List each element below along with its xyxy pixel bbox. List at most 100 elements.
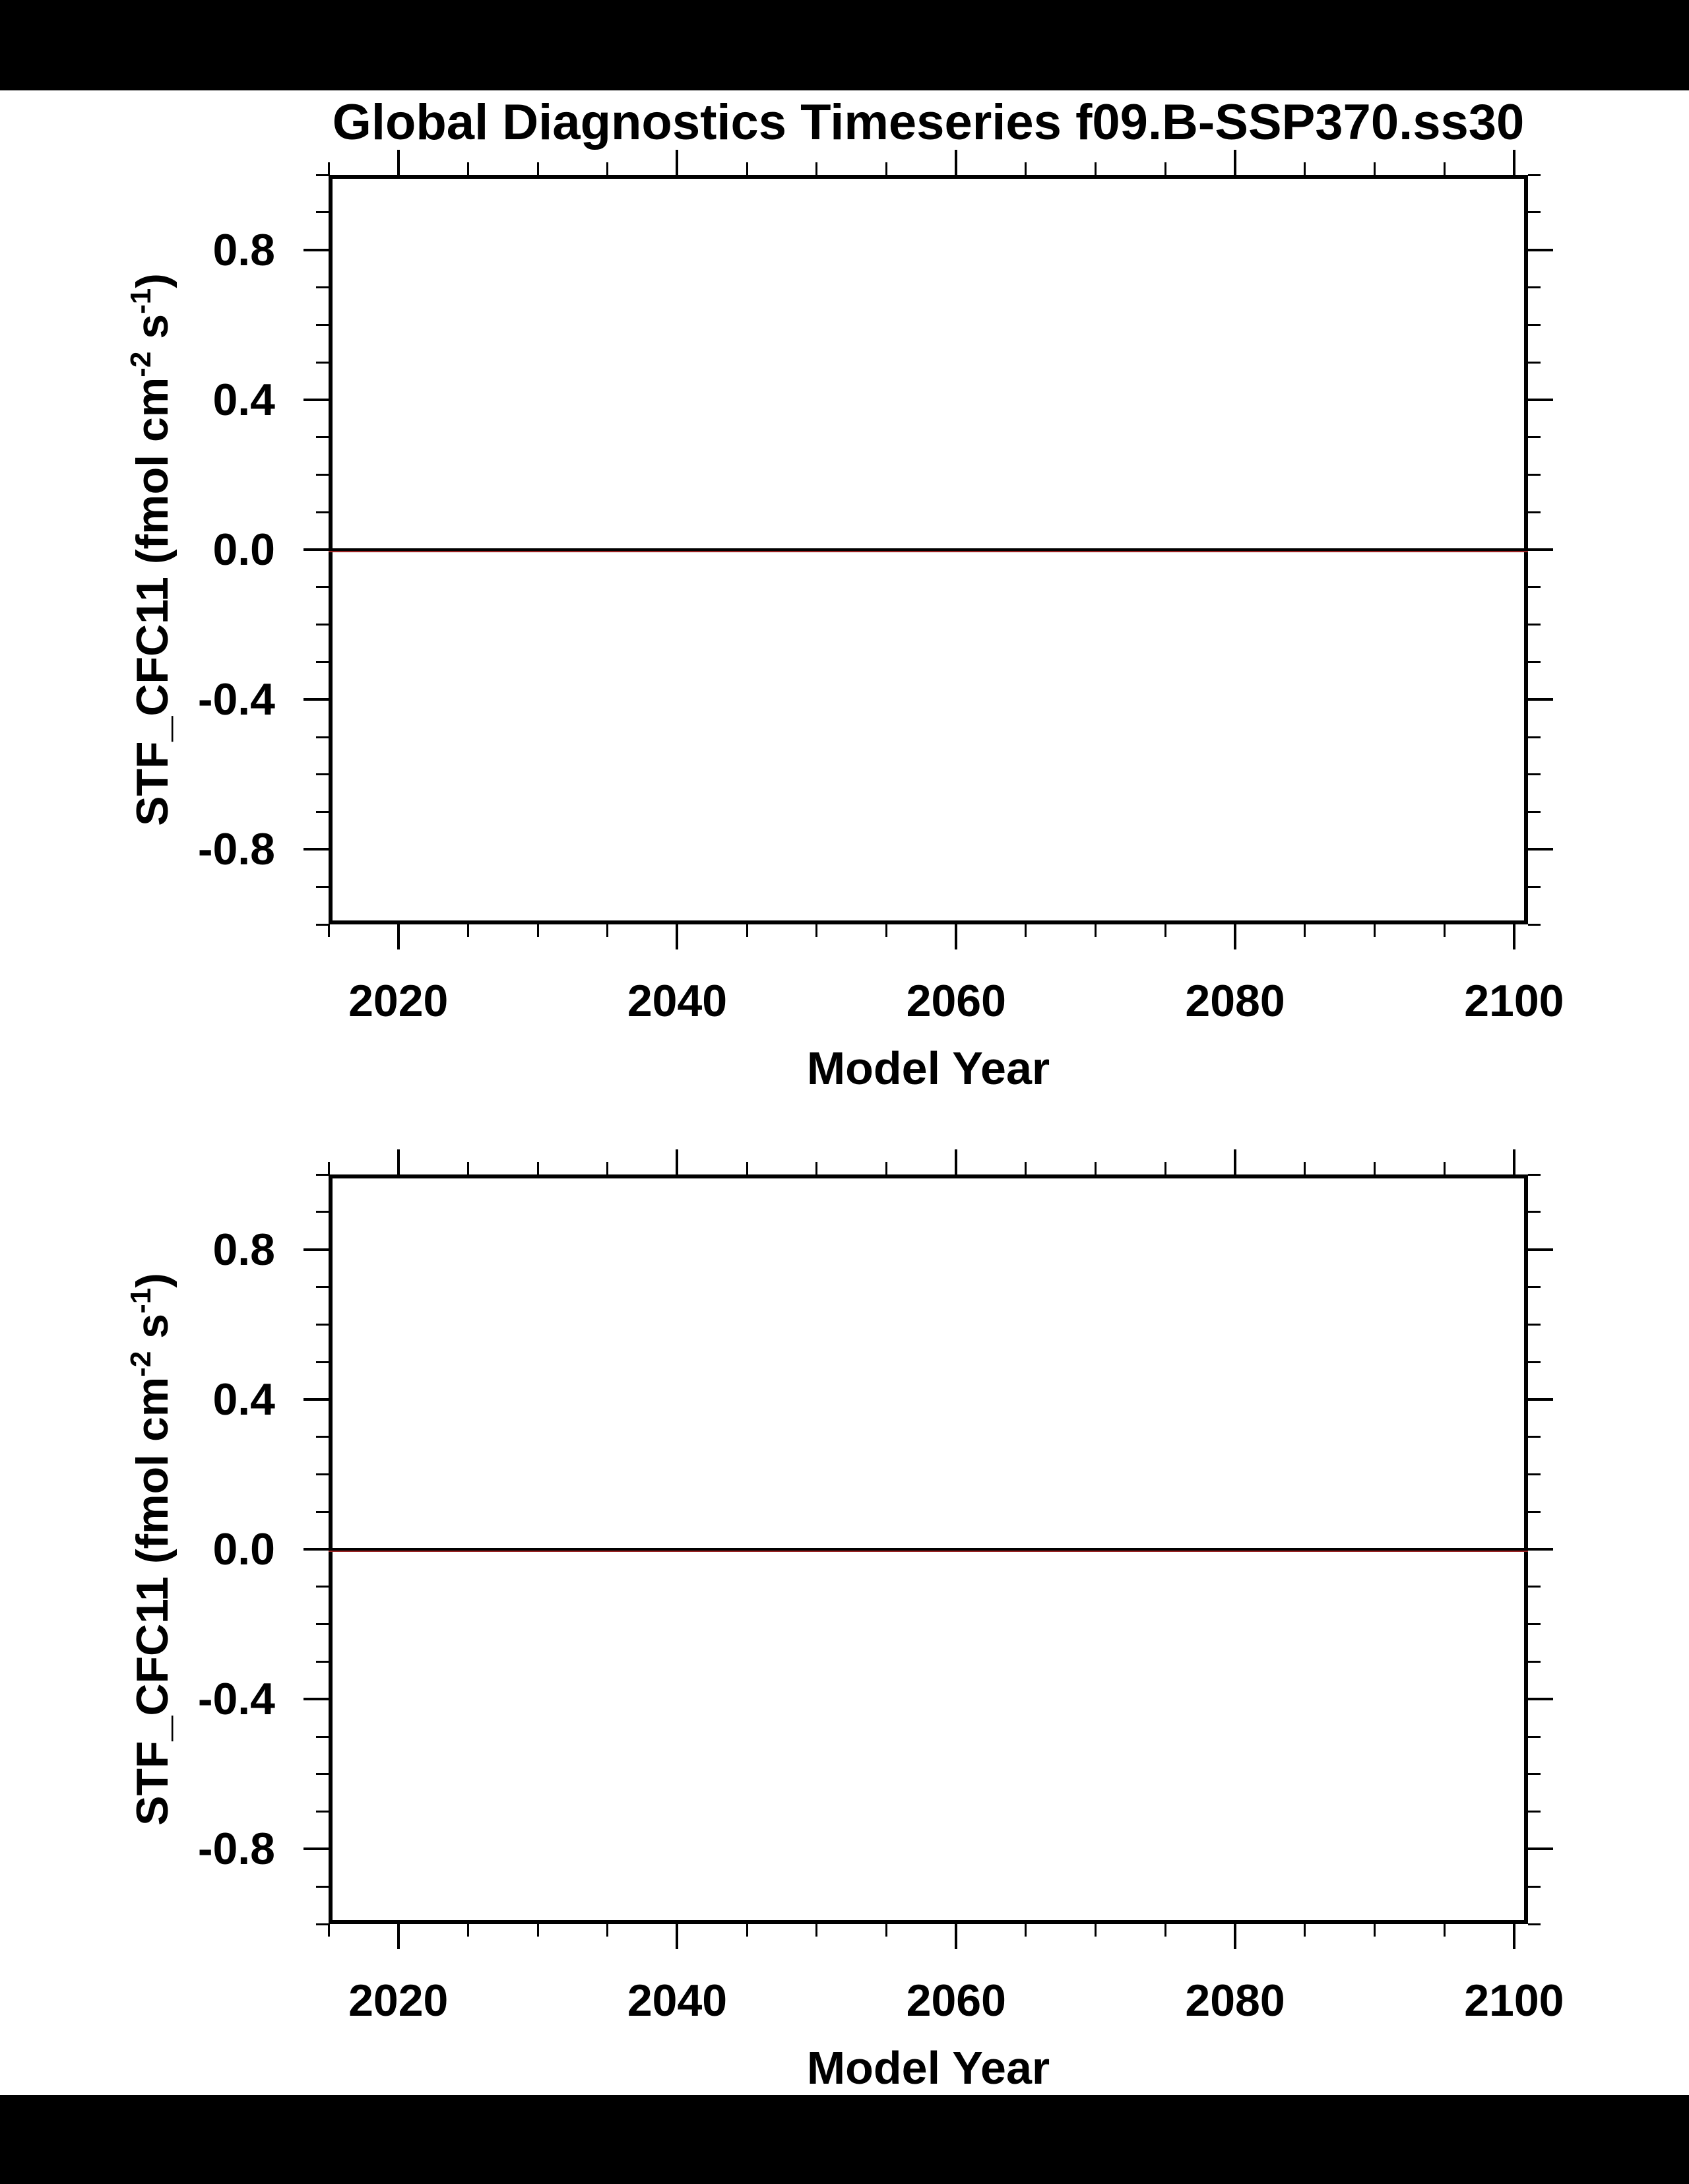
y-tick-minor: [1528, 923, 1541, 926]
x-tick-minor: [606, 924, 609, 937]
x-tick-label: 2020: [348, 1975, 449, 2026]
y-tick-minor: [1528, 361, 1541, 364]
y-tick-minor: [316, 211, 329, 214]
y-tick-label: -0.8: [197, 824, 275, 875]
y-tick-minor: [316, 1211, 329, 1213]
x-tick-major: [397, 1149, 400, 1174]
y-tick-minor: [1528, 1586, 1541, 1588]
y-tick-minor: [316, 811, 329, 814]
x-tick-minor: [466, 1924, 469, 1937]
x-tick-minor: [327, 1924, 330, 1937]
x-tick-major: [1234, 1924, 1237, 1949]
x-tick-minor: [536, 1924, 539, 1937]
y-tick-minor: [1528, 811, 1541, 814]
x-tick-minor: [815, 162, 818, 175]
x-tick-minor: [1095, 1924, 1097, 1937]
figure-title: Global Diagnostics Timeseries f09.B-SSP3…: [332, 94, 1525, 150]
y-tick-minor: [316, 1586, 329, 1588]
x-tick-minor: [1304, 1162, 1306, 1174]
y-tick-minor: [1528, 1923, 1541, 1925]
x-tick-major: [1512, 1924, 1515, 1949]
y-tick-minor: [316, 1323, 329, 1326]
x-tick-minor: [1025, 924, 1027, 937]
x-tick-major: [397, 1924, 400, 1949]
x-tick-minor: [1164, 1162, 1166, 1174]
y-tick-minor: [316, 624, 329, 626]
x-tick-minor: [466, 1162, 469, 1174]
y-tick-minor: [316, 436, 329, 439]
y-tick-minor: [1528, 624, 1541, 626]
x-tick-minor: [1304, 924, 1306, 937]
x-tick-major: [955, 924, 958, 949]
zero-line: [329, 548, 1528, 551]
plot-panel-top: Model Year STF_CFC11 (fmol cm-2 s-1) 202…: [125, 150, 1564, 1092]
y-tick-minor: [1528, 473, 1541, 476]
y-tick-minor: [1528, 736, 1541, 738]
y-tick-minor: [316, 1811, 329, 1813]
y-tick-minor: [1528, 211, 1541, 214]
y-tick-minor: [1528, 1811, 1541, 1813]
x-tick-major: [955, 1924, 958, 1949]
y-tick-minor: [1528, 586, 1541, 589]
y-tick-minor: [1528, 323, 1541, 326]
y-tick-major: [1528, 1548, 1553, 1551]
y-tick-minor: [316, 660, 329, 663]
x-tick-minor: [466, 924, 469, 937]
y-tick-major: [1528, 1698, 1553, 1701]
y-tick-minor: [1528, 773, 1541, 776]
y-tick-label: 0.8: [212, 1224, 275, 1275]
y-tick-minor: [316, 1285, 329, 1288]
x-tick-major: [676, 924, 679, 949]
x-tick-minor: [327, 1162, 330, 1174]
zero-line-red: [329, 550, 1528, 552]
y-tick-major: [1528, 1847, 1553, 1851]
x-tick-minor: [1164, 1924, 1166, 1937]
x-tick-label: 2080: [1185, 1975, 1285, 2026]
y-tick-label: -0.8: [197, 1824, 275, 1875]
y-tick-minor: [1528, 1323, 1541, 1326]
y-tick-major: [303, 848, 329, 851]
y-tick-minor: [316, 1735, 329, 1738]
y-tick-minor: [1528, 511, 1541, 513]
y-tick-minor: [1528, 174, 1541, 176]
y-tick-minor: [316, 923, 329, 926]
y-tick-minor: [1528, 885, 1541, 888]
y-tick-minor: [316, 1473, 329, 1475]
y-tick-major: [1528, 398, 1553, 401]
x-tick-minor: [1025, 1162, 1027, 1174]
x-tick-minor: [536, 1162, 539, 1174]
x-tick-minor: [536, 162, 539, 175]
y-tick-minor: [316, 1510, 329, 1513]
y-axis-title-sup-2: -2: [125, 1351, 157, 1377]
y-tick-major: [303, 398, 329, 401]
y-tick-major: [303, 698, 329, 701]
y-tick-minor: [316, 1623, 329, 1626]
x-tick-major: [1234, 1149, 1237, 1174]
y-tick-minor: [1528, 1361, 1541, 1363]
letterbox-bottom-bar: [0, 2095, 1689, 2184]
y-tick-minor: [316, 885, 329, 888]
y-tick-label: 0.0: [212, 1524, 275, 1574]
x-tick-minor: [327, 924, 330, 937]
x-tick-minor: [1095, 1162, 1097, 1174]
y-tick-minor: [316, 174, 329, 176]
y-tick-minor: [1528, 1885, 1541, 1888]
y-tick-minor: [1528, 1735, 1541, 1738]
x-tick-minor: [1373, 1162, 1376, 1174]
x-tick-minor: [1443, 924, 1446, 937]
y-tick-minor: [316, 473, 329, 476]
x-tick-major: [1512, 924, 1515, 949]
x-tick-major: [1512, 1149, 1515, 1174]
x-tick-label: 2100: [1464, 1975, 1564, 2026]
x-tick-minor: [1164, 162, 1166, 175]
x-tick-minor: [746, 1924, 748, 1937]
x-tick-minor: [606, 162, 609, 175]
x-tick-minor: [815, 1162, 818, 1174]
y-tick-major: [1528, 698, 1553, 701]
x-tick-minor: [746, 1162, 748, 1174]
y-tick-major: [303, 1698, 329, 1701]
y-tick-minor: [1528, 436, 1541, 439]
y-tick-minor: [316, 511, 329, 513]
x-tick-minor: [1095, 162, 1097, 175]
